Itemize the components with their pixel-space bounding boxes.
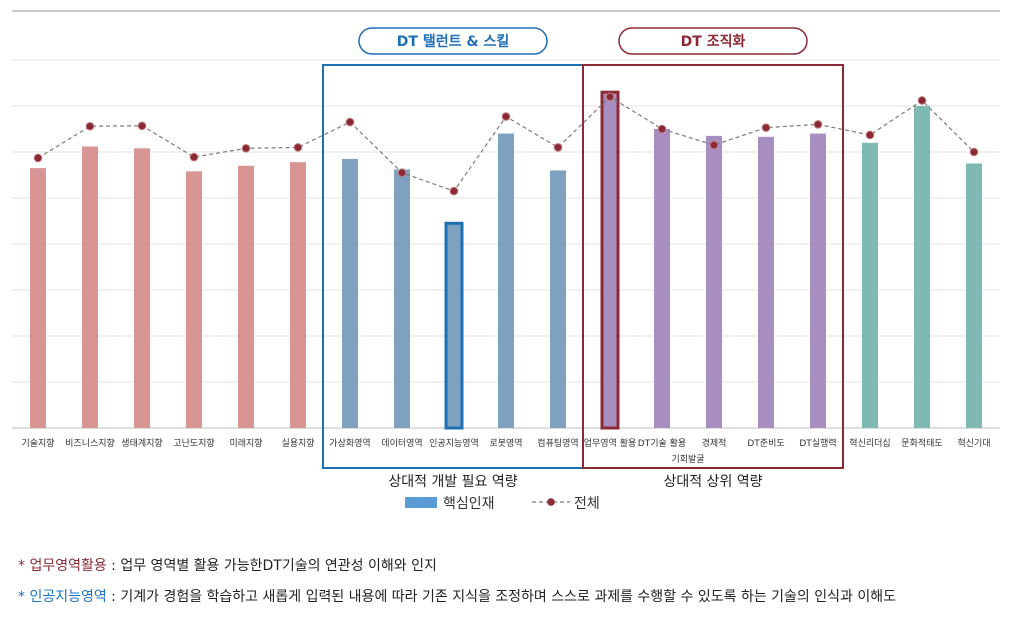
- group-pill-2: [618, 27, 808, 55]
- bar-7: [342, 158, 358, 428]
- x-label-16: DT실행력: [799, 437, 836, 449]
- bar-12: [600, 90, 620, 430]
- group-caption-1: 상대적 개발 필요 역량: [388, 474, 517, 490]
- total-point-10: [501, 112, 511, 121]
- total-point-9: [449, 186, 459, 196]
- bar-4: [186, 171, 202, 428]
- bar-18: [914, 106, 930, 428]
- group-caption-2: 상대적 상위 역량: [663, 474, 762, 490]
- x-label-1: 기술지향: [21, 437, 54, 449]
- group-pill-1: [358, 27, 548, 55]
- total-line-series: [33, 92, 979, 196]
- group-label-1: DT 탤런트 & 스킬: [397, 33, 509, 50]
- total-point-3: [137, 121, 147, 131]
- legend-label-total: 전체: [574, 496, 600, 512]
- x-label-7: 가상화영역: [329, 438, 370, 449]
- x-label-6: 실용지향: [281, 437, 314, 449]
- x-label-8: 데이터영역: [381, 438, 422, 449]
- x-label-5: 미래지향: [229, 437, 262, 449]
- bar-10: [498, 133, 514, 428]
- total-point-6: [293, 143, 303, 152]
- x-label-17: 혁신리더십: [849, 438, 890, 449]
- total-point-5: [241, 144, 251, 153]
- total-point-17: [865, 130, 875, 140]
- total-point-15: [761, 123, 771, 132]
- note-term: 인공지능영역: [29, 589, 107, 605]
- bar-6: [290, 162, 306, 428]
- note-business-area: * 업무영역활용 : 업무 영역별 활용 가능한DT기술의 연관성 이해와 인지: [18, 555, 437, 575]
- legend-label-core: 핵심인재: [443, 496, 495, 512]
- note-term: 업무영역활용: [29, 558, 107, 574]
- note-ai-area: * 인공지능영역 : 기계가 경험을 학습하고 새롭게 입력된 내용에 따라 기…: [18, 586, 896, 606]
- total-point-11: [553, 143, 563, 152]
- x-label-18: 문화적태도: [901, 437, 942, 449]
- note-text: : 기계가 경험을 학습하고 새롭게 입력된 내용에 따라 기존 지식을 조정하…: [106, 589, 896, 605]
- bar-9: [444, 221, 464, 430]
- x-label-14: 경제적: [702, 437, 727, 449]
- bar-16: [810, 133, 826, 428]
- x-label-19: 혁신기대: [957, 438, 990, 449]
- total-point-19: [969, 147, 979, 157]
- x-label-9: 인공지능영역: [429, 438, 479, 449]
- total-point-12: [605, 92, 615, 102]
- total-point-1: [33, 153, 43, 163]
- total-point-18: [917, 96, 927, 105]
- legend-swatch-core: [405, 497, 437, 508]
- bar-5: [238, 165, 254, 429]
- bars: [30, 90, 982, 430]
- total-point-16: [813, 120, 823, 129]
- x-sub-label: 기회발굴: [671, 454, 704, 465]
- note-text: : 업무 영역별 활용 가능한DT기술의 연관성 이해와 인지: [106, 558, 437, 574]
- x-label-10: 로봇영역: [489, 438, 522, 449]
- group-label-2: DT 조직화: [681, 33, 746, 50]
- x-label-11: 컴퓨팅영역: [537, 437, 578, 449]
- x-label-4: 고난도지향: [173, 437, 214, 449]
- note-star: *: [18, 589, 25, 605]
- bar-15: [758, 136, 774, 428]
- legend-marker-total: [547, 498, 555, 506]
- bar-17: [862, 142, 878, 429]
- x-label-13: DT기술 활용: [638, 437, 686, 449]
- total-point-14: [709, 140, 719, 150]
- group-box-2: [582, 64, 844, 469]
- bar-1: [30, 168, 46, 428]
- note-star: *: [18, 558, 25, 574]
- total-point-4: [189, 152, 199, 162]
- total-point-13: [657, 124, 667, 134]
- total-point-8: [397, 168, 407, 177]
- x-label-15: DT준비도: [747, 438, 784, 449]
- bar-2: [82, 146, 98, 429]
- total-point-2: [85, 121, 95, 131]
- bar-3: [134, 148, 150, 428]
- total-point-7: [345, 117, 355, 127]
- x-tick-labels: 기술지향 비즈니스지향 생태계지향 고난도지향 미래지향 실용지향 가상화영역 데이터영역 인공…: [21, 437, 990, 465]
- bar-19: [966, 163, 982, 428]
- legend: 핵심인재 전체: [405, 496, 600, 512]
- bar-13: [654, 129, 670, 428]
- bar-14: [706, 135, 722, 428]
- x-label-3: 생태계지향: [121, 437, 162, 449]
- bar-11: [550, 170, 566, 428]
- bar-8: [394, 169, 410, 429]
- x-label-12: 업무영역 활용: [584, 437, 637, 449]
- x-label-2: 비즈니스지향: [65, 437, 115, 449]
